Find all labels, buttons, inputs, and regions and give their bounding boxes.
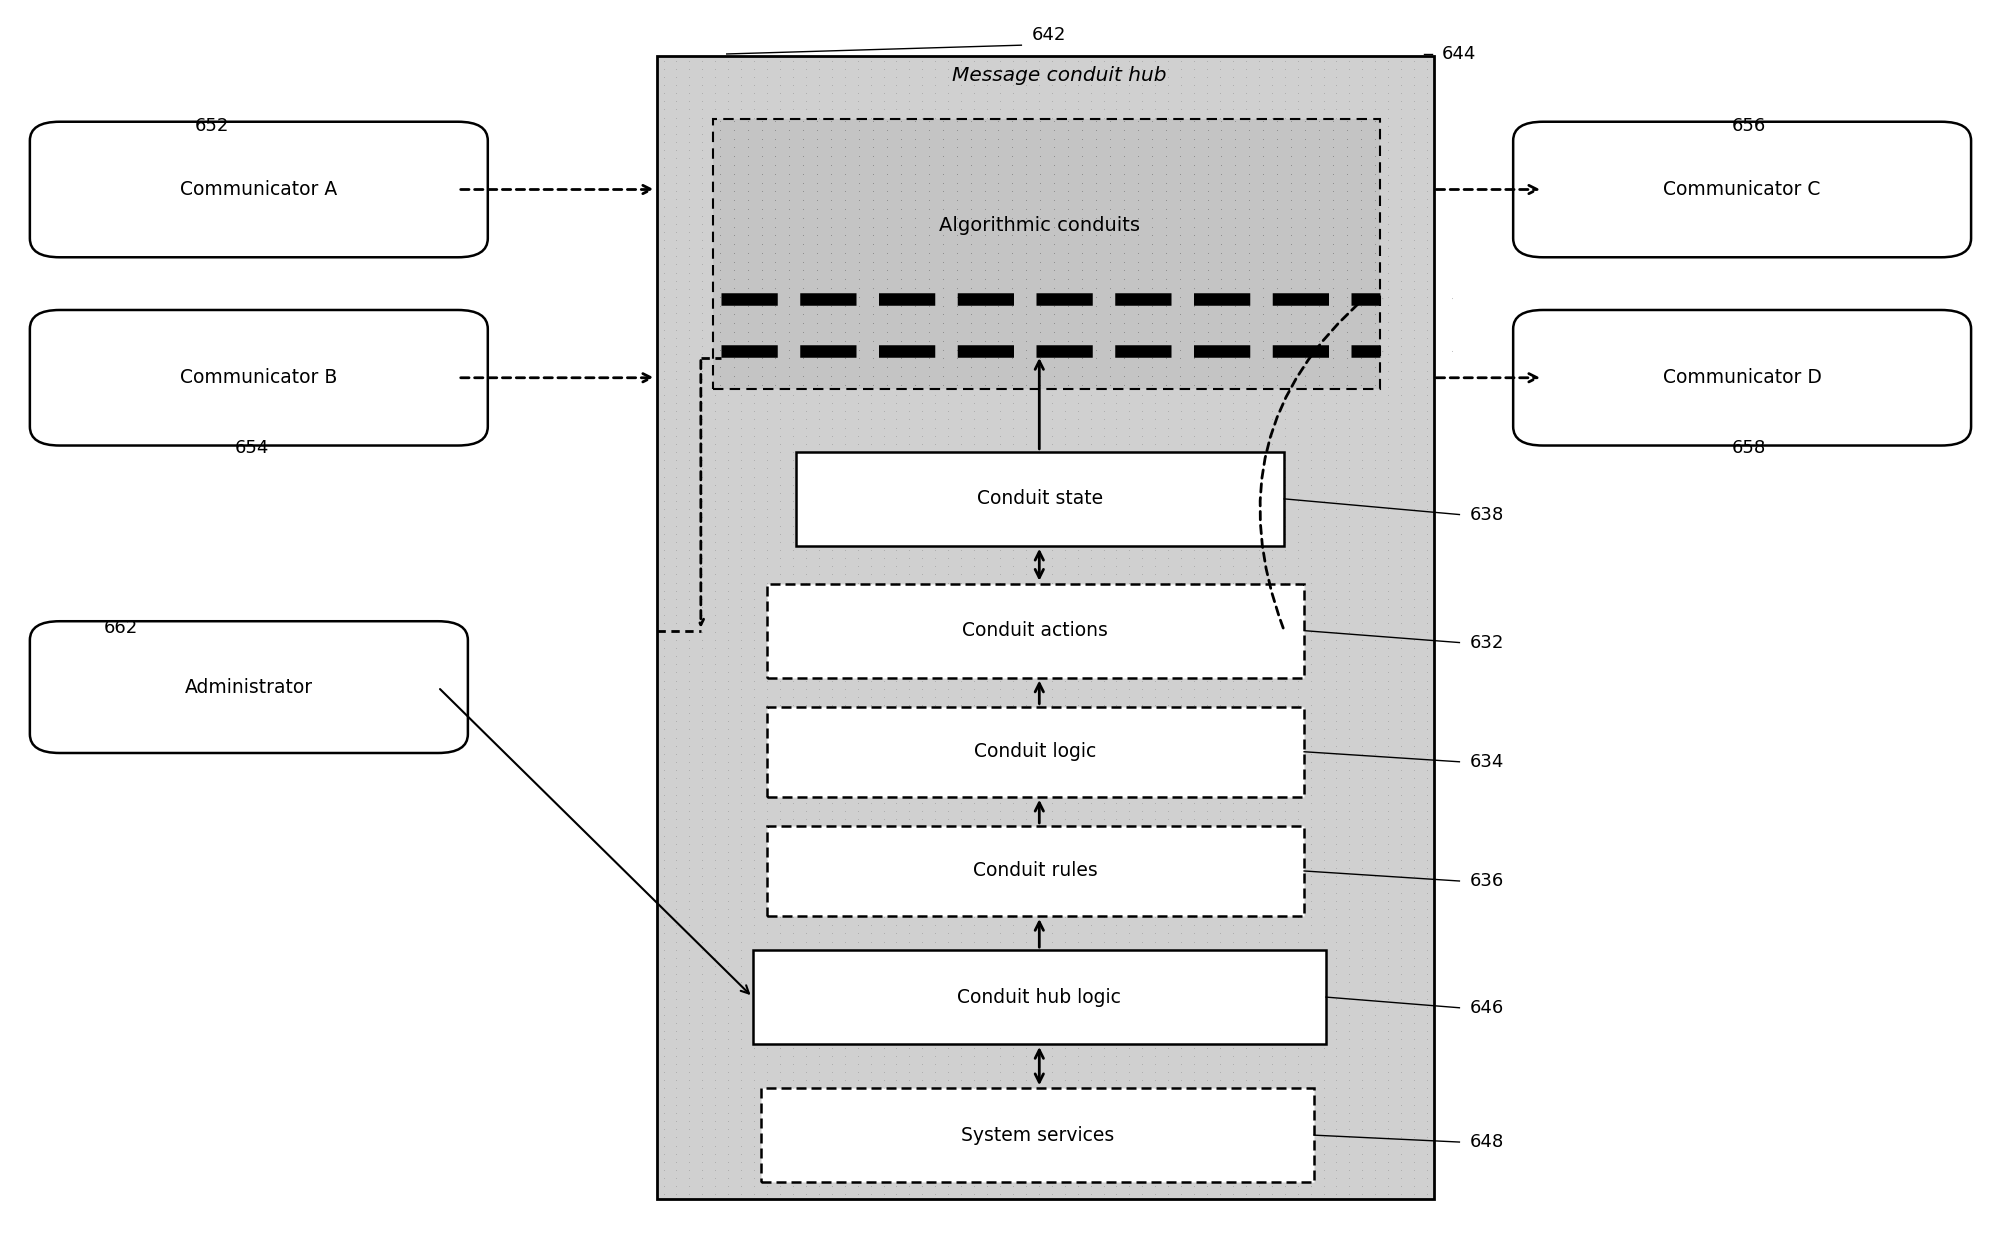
Text: 636: 636 [1469, 872, 1503, 890]
Text: Communicator C: Communicator C [1662, 179, 1822, 200]
Text: 638: 638 [1469, 506, 1503, 523]
Text: 646: 646 [1469, 999, 1503, 1017]
Text: Conduit state: Conduit state [978, 489, 1103, 508]
Text: 634: 634 [1469, 753, 1503, 771]
Text: Algorithmic conduits: Algorithmic conduits [940, 216, 1139, 236]
FancyBboxPatch shape [30, 310, 488, 446]
Text: 656: 656 [1732, 117, 1766, 134]
Text: Communicator B: Communicator B [179, 368, 338, 388]
Bar [713, 119, 1380, 389]
Bar [657, 56, 1434, 1199]
FancyBboxPatch shape [767, 826, 1304, 916]
Text: Communicator A: Communicator A [181, 179, 336, 200]
FancyBboxPatch shape [767, 707, 1304, 797]
FancyBboxPatch shape [30, 122, 488, 257]
Text: Conduit logic: Conduit logic [974, 742, 1097, 762]
Text: Message conduit hub: Message conduit hub [952, 65, 1167, 85]
Text: Administrator: Administrator [185, 678, 313, 697]
FancyBboxPatch shape [796, 452, 1284, 546]
Text: 654: 654 [235, 439, 269, 457]
Text: System services: System services [962, 1126, 1113, 1145]
FancyBboxPatch shape [30, 621, 468, 753]
Text: 642: 642 [1031, 26, 1065, 44]
FancyBboxPatch shape [761, 1088, 1314, 1182]
FancyBboxPatch shape [753, 950, 1326, 1044]
Text: Conduit hub logic: Conduit hub logic [958, 988, 1121, 1007]
Text: 662: 662 [104, 619, 137, 636]
FancyBboxPatch shape [1513, 122, 1971, 257]
Text: Conduit rules: Conduit rules [974, 861, 1097, 881]
Text: 652: 652 [195, 117, 229, 134]
Text: 644: 644 [1441, 45, 1475, 63]
FancyBboxPatch shape [1513, 310, 1971, 446]
Text: Communicator D: Communicator D [1662, 368, 1822, 388]
Text: 648: 648 [1469, 1133, 1503, 1151]
FancyBboxPatch shape [767, 584, 1304, 678]
Text: Conduit actions: Conduit actions [962, 621, 1109, 640]
Text: 658: 658 [1732, 439, 1766, 457]
Text: 632: 632 [1469, 634, 1503, 651]
